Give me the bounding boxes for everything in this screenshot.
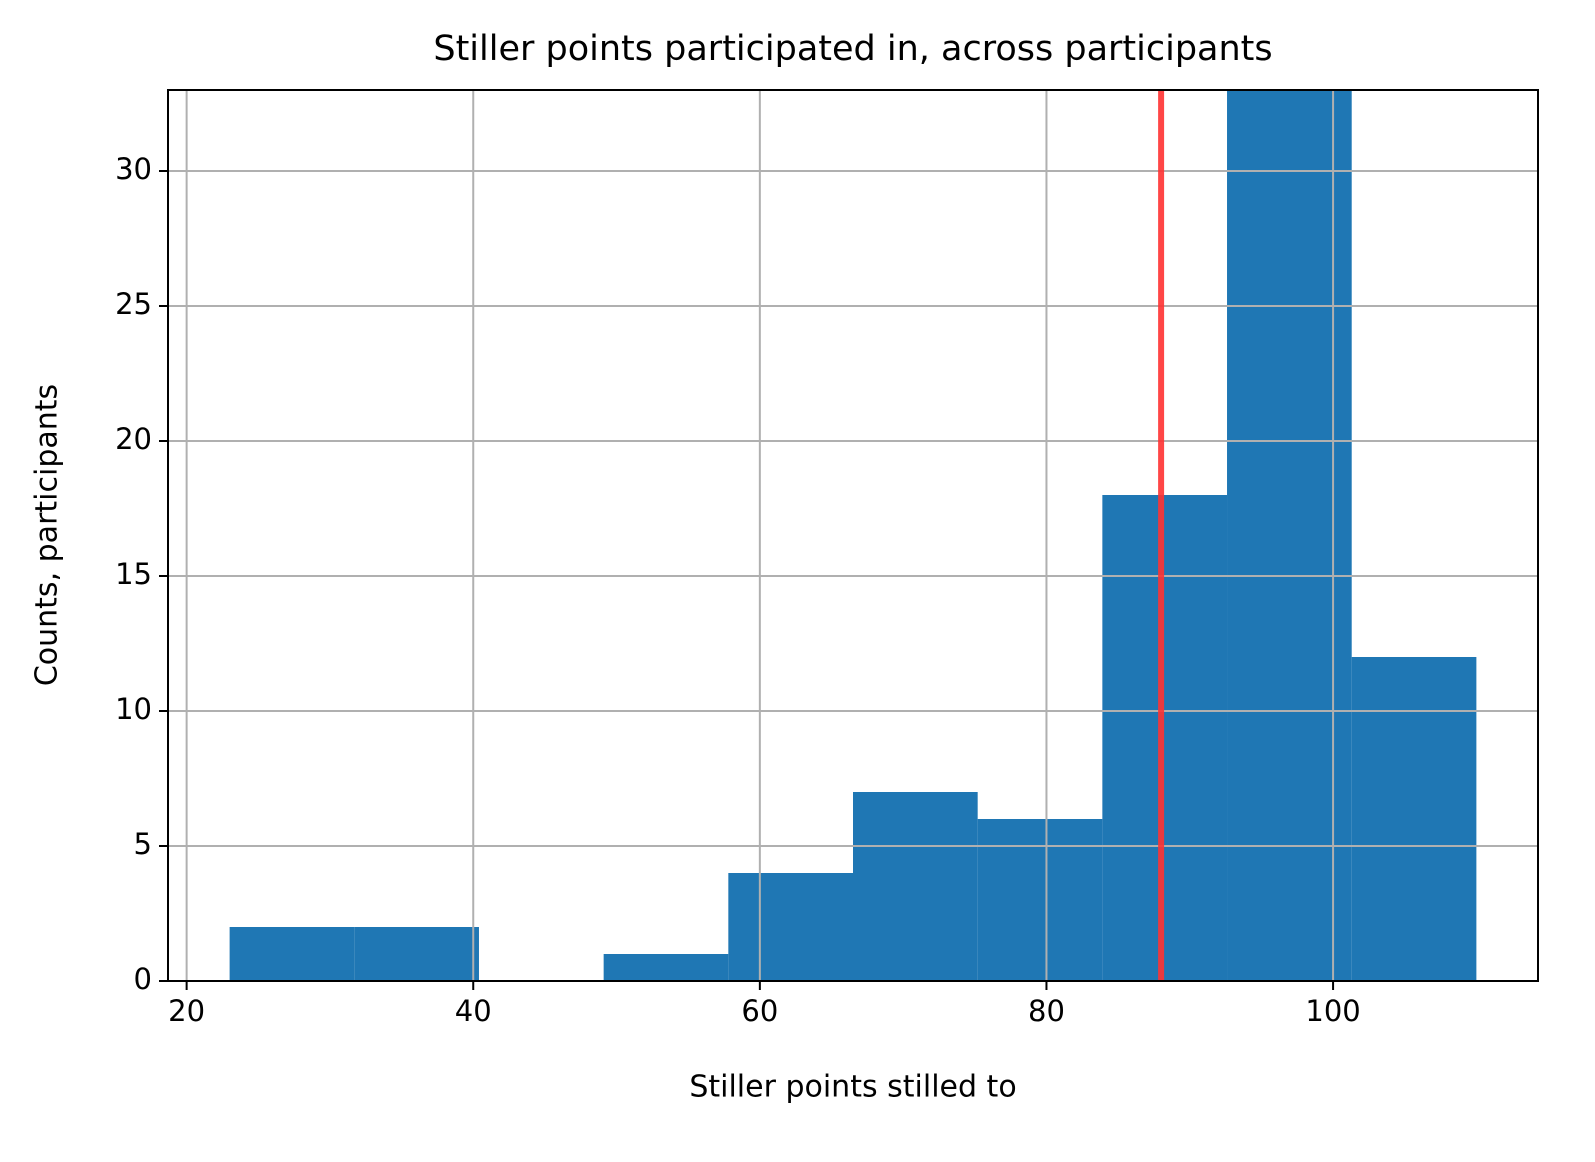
bar xyxy=(977,819,1103,981)
x-axis-label: Stiller points stilled to xyxy=(689,1070,1016,1105)
y-tick-label: 15 xyxy=(115,557,152,591)
bars xyxy=(229,90,1477,981)
x-tick-label: 100 xyxy=(1305,994,1360,1028)
bar xyxy=(603,954,729,981)
bar xyxy=(853,792,978,981)
bar xyxy=(728,873,853,981)
ticks: 20 40 60 80 100 0 5 10 15 20 25 30 xyxy=(115,152,1361,1028)
y-tick-label: 20 xyxy=(115,422,152,456)
bar xyxy=(1351,657,1477,981)
y-axis-label: Counts, participants xyxy=(30,384,65,686)
bar xyxy=(229,927,355,981)
grid xyxy=(168,90,1538,982)
x-tick-label: 20 xyxy=(168,994,205,1028)
y-tick-label: 0 xyxy=(134,962,152,996)
chart-title: Stiller points participated in, across p… xyxy=(433,29,1272,69)
y-tick-label: 30 xyxy=(115,152,152,186)
y-tick-label: 10 xyxy=(115,692,152,726)
bar xyxy=(1102,495,1228,981)
y-tick-label: 25 xyxy=(115,287,152,321)
bar xyxy=(1227,90,1352,981)
plot-frame xyxy=(167,89,1539,982)
x-tick-label: 60 xyxy=(741,994,778,1028)
bar xyxy=(354,927,479,981)
x-tick-label: 40 xyxy=(455,994,492,1028)
x-tick-label: 80 xyxy=(1028,994,1065,1028)
y-tick-label: 5 xyxy=(134,827,152,861)
